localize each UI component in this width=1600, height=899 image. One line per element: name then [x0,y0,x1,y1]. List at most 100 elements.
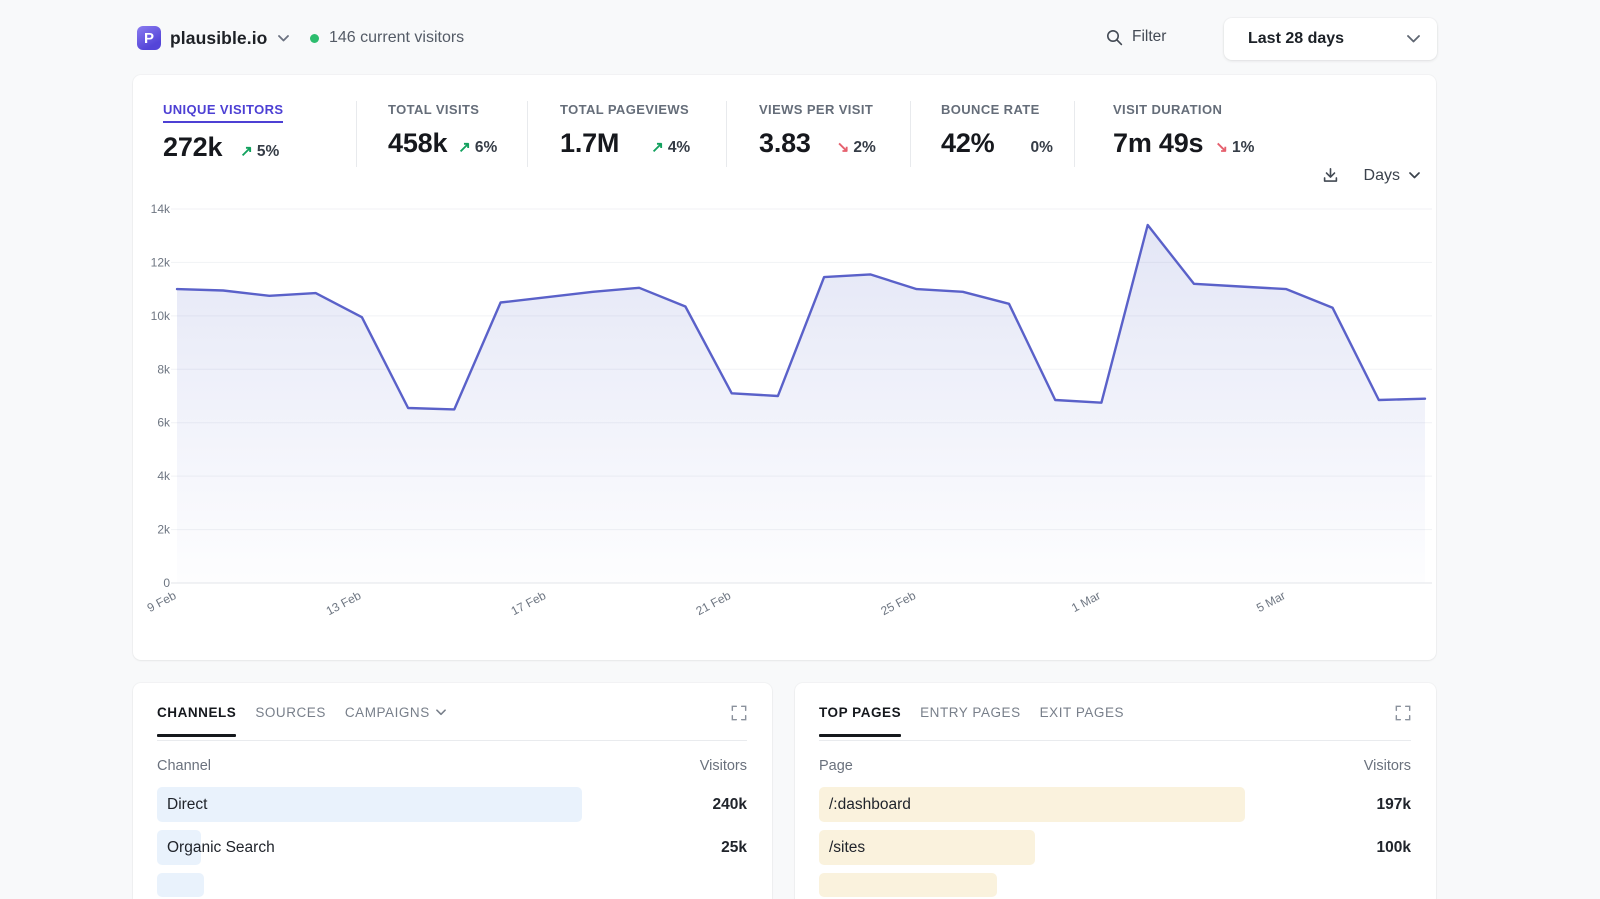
table-row-partial[interactable] [157,873,747,897]
filter-button[interactable]: Filter [1106,28,1166,46]
pages-table: /:dashboard 197k /sites 100k [819,787,1411,897]
live-dot-icon [310,33,319,43]
svg-text:0: 0 [163,576,170,590]
value-bar [157,787,582,822]
stat-label: UNIQUE VISITORS [163,102,284,123]
svg-text:8k: 8k [157,362,171,376]
visitors-area-chart[interactable]: 0 2k 4k 6k 8k 10k 12k 14k 9 Feb 13 Feb 17 Feb 21 Fe… [140,196,1432,652]
value-bar [819,873,997,897]
expand-icon[interactable] [1395,705,1411,740]
expand-icon[interactable] [731,705,747,740]
trend-down-icon: ↘ [1215,139,1228,156]
svg-text:6k: 6k [157,416,171,430]
svg-text:25 Feb: 25 Feb [878,588,918,618]
row-label: Direct [167,795,208,813]
table-row[interactable]: /:dashboard 197k [819,787,1411,822]
tab-campaigns[interactable]: CAMPAIGNS [345,705,446,735]
trend-down-icon: ↘ [836,139,850,156]
stat-change: 1% [1231,139,1255,156]
stat-label: VIEWS PER VISIT [759,102,874,117]
table-row[interactable]: /sites 100k [819,830,1411,865]
stat-change: 5% [256,143,280,160]
stat-bounce-rate[interactable]: BOUNCE RATE 42% 0% [911,101,1075,167]
stat-value: 1.7M [560,128,620,158]
column-page: Page [819,758,853,774]
row-label: /:dashboard [829,795,911,813]
interval-label: Days [1363,166,1400,184]
tab-top-pages[interactable]: TOP PAGES [819,705,902,737]
filter-label: Filter [1132,28,1167,45]
trend-up-icon: ↗ [458,139,471,156]
stats-row: UNIQUE VISITORS 272k ↗ 5% TOTAL VISITS 45… [133,75,1436,167]
svg-text:13 Feb: 13 Feb [324,588,364,618]
row-value: 100k [1376,838,1411,856]
sources-report-card: CHANNELS SOURCES CAMPAIGNS Channel Visit… [133,683,772,899]
interval-dropdown[interactable]: Days [1364,167,1420,185]
column-channel: Channel [157,758,212,774]
stat-label: TOTAL PAGEVIEWS [560,102,690,117]
table-row[interactable]: Direct 240k [157,787,747,822]
table-row[interactable]: Organic Search 25k [157,830,747,865]
svg-text:9 Feb: 9 Feb [145,588,179,615]
sources-tabs: CHANNELS SOURCES CAMPAIGNS [157,705,747,741]
svg-text:21 Feb: 21 Feb [694,588,734,618]
chevron-down-icon [1409,172,1420,179]
table-header: Page Visitors [819,758,1411,774]
row-value: 240k [712,795,747,813]
stat-total-visits[interactable]: TOTAL VISITS 458k ↗ 6% [357,101,528,167]
channels-table: Direct 240k Organic Search 25k [157,787,747,897]
trend-up-icon: ↗ [240,143,253,160]
plausible-logo: P [137,26,161,50]
svg-text:12k: 12k [151,255,171,269]
stat-views-per-visit[interactable]: VIEWS PER VISIT 3.83 ↘ 2% [727,101,911,167]
stat-change: 6% [474,139,498,156]
stat-value: 458k [388,128,448,158]
chart-toolbar: Days [1321,166,1420,185]
download-icon[interactable] [1321,166,1340,185]
stat-change: 2% [853,139,876,156]
stat-value: 42% [941,128,995,158]
tab-label: EXIT PAGES [1039,705,1125,720]
row-value: 25k [721,838,747,856]
stat-value: 3.83 [759,128,811,158]
site-name: plausible.io [170,27,268,48]
site-selector[interactable]: P plausible.io [137,26,290,50]
top-bar: P plausible.io 146 current visitors Filt… [0,0,1600,78]
search-icon [1106,29,1123,46]
svg-text:4k: 4k [157,469,171,483]
value-bar [157,873,205,897]
row-label: /sites [829,838,866,856]
date-range-dropdown[interactable]: Last 28 days [1224,18,1437,60]
table-header: Channel Visitors [157,758,747,774]
tab-label: ENTRY PAGES [920,705,1021,720]
value-bar [819,787,1246,822]
value-bar [819,830,1036,865]
tab-channels[interactable]: CHANNELS [157,705,237,737]
stat-label: VISIT DURATION [1113,102,1223,117]
analytics-card: UNIQUE VISITORS 272k ↗ 5% TOTAL VISITS 45… [133,75,1436,660]
tab-label: SOURCES [255,705,326,720]
current-visitors[interactable]: 146 current visitors [310,29,464,47]
row-label: Organic Search [167,838,275,856]
tab-sources[interactable]: SOURCES [255,705,326,735]
tab-exit-pages[interactable]: EXIT PAGES [1040,705,1124,735]
trend-up-icon: ↗ [651,139,664,156]
column-visitors: Visitors [699,758,747,774]
stat-change: 4% [667,139,691,156]
row-value: 197k [1376,795,1411,813]
stat-visit-duration[interactable]: VISIT DURATION 7m 49s ↘ 1% [1075,101,1335,167]
chevron-down-icon [1407,35,1420,43]
table-row-partial[interactable] [819,873,1411,897]
column-visitors: Visitors [1363,758,1411,774]
svg-text:2k: 2k [157,523,171,537]
svg-text:1 Mar: 1 Mar [1069,588,1103,615]
value-bar [157,830,202,865]
stat-value: 272k [163,132,223,162]
tab-label: CHANNELS [157,705,237,720]
stat-total-pageviews[interactable]: TOTAL PAGEVIEWS 1.7M ↗ 4% [528,101,727,167]
tab-entry-pages[interactable]: ENTRY PAGES [920,705,1020,735]
stat-value: 7m 49s [1113,128,1204,158]
svg-text:10k: 10k [151,309,171,323]
svg-text:5 Mar: 5 Mar [1254,588,1288,615]
stat-unique-visitors[interactable]: UNIQUE VISITORS 272k ↗ 5% [163,101,357,167]
